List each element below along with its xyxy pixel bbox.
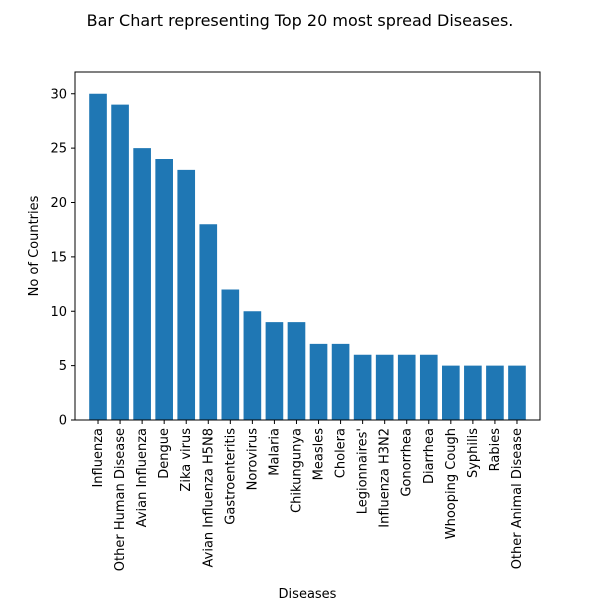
y-tick-label-3: 15 <box>50 250 67 265</box>
bar-2 <box>133 148 151 420</box>
y-tick-label-5: 25 <box>50 142 67 157</box>
bar-14 <box>397 354 416 420</box>
x-axis: Influenza Other Human Disease Avian Influe… <box>91 420 525 571</box>
y-tick-label-4: 20 <box>50 196 67 211</box>
y-tick-label-1: 5 <box>59 359 67 374</box>
y-axis: 0 5 10 15 20 25 30 <box>50 87 75 429</box>
bar-3 <box>155 159 173 420</box>
x-tick-label-7: Norovirus <box>245 428 260 491</box>
x-tick-label-19: Other Animal Disease <box>510 428 525 569</box>
x-tick-label-14: Gonorrhea <box>400 428 415 497</box>
x-tick-label-5: Avian Influenza H5N8 <box>201 428 216 567</box>
bar-12 <box>353 354 372 420</box>
bar-15 <box>419 354 438 420</box>
x-tick-label-6: Gastroenteritis <box>223 428 238 525</box>
y-tick-label-0: 0 <box>59 414 67 429</box>
y-axis-label: No of Countries <box>27 195 42 296</box>
bar-0 <box>89 93 107 420</box>
bar-9 <box>287 322 306 420</box>
bars-group <box>89 93 526 420</box>
bar-10 <box>309 343 328 420</box>
x-tick-label-11: Cholera <box>334 428 349 478</box>
x-tick-label-13: Influenza H3N2 <box>378 428 393 528</box>
x-tick-label-18: Rabies <box>488 428 503 472</box>
bar-1 <box>111 104 129 420</box>
bar-18 <box>486 365 504 420</box>
x-tick-label-4: Zika virus <box>179 428 194 492</box>
chart-title: Bar Chart representing Top 20 most sprea… <box>87 11 514 30</box>
x-axis-label: Diseases <box>279 587 337 600</box>
x-tick-label-0: Influenza <box>91 428 106 488</box>
y-tick-label-6: 30 <box>50 87 67 102</box>
x-tick-label-2: Avian Influenza <box>135 428 150 527</box>
bar-11 <box>331 343 350 420</box>
x-tick-label-8: Malaria <box>267 428 282 476</box>
bar-17 <box>464 365 482 420</box>
x-tick-label-9: Chikungunya <box>289 428 304 513</box>
x-tick-label-15: Diarrhea <box>422 428 437 484</box>
bar-4 <box>177 169 196 420</box>
x-tick-label-10: Measles <box>312 428 327 481</box>
x-tick-label-16: Whooping Cough <box>444 428 459 539</box>
bar-6 <box>221 289 240 420</box>
bar-5 <box>199 224 218 420</box>
y-tick-label-2: 10 <box>50 305 67 320</box>
x-tick-label-12: Legionnaires' <box>356 428 371 514</box>
x-tick-label-3: Dengue <box>157 428 172 479</box>
bar-8 <box>265 322 284 420</box>
x-tick-label-17: Syphilis <box>466 428 481 478</box>
bar-13 <box>375 354 394 420</box>
x-tick-label-1: Other Human Disease <box>113 428 128 571</box>
bar-7 <box>243 311 262 420</box>
bar-19 <box>508 365 526 420</box>
plot-frame <box>74 71 541 421</box>
bar-16 <box>442 365 460 420</box>
